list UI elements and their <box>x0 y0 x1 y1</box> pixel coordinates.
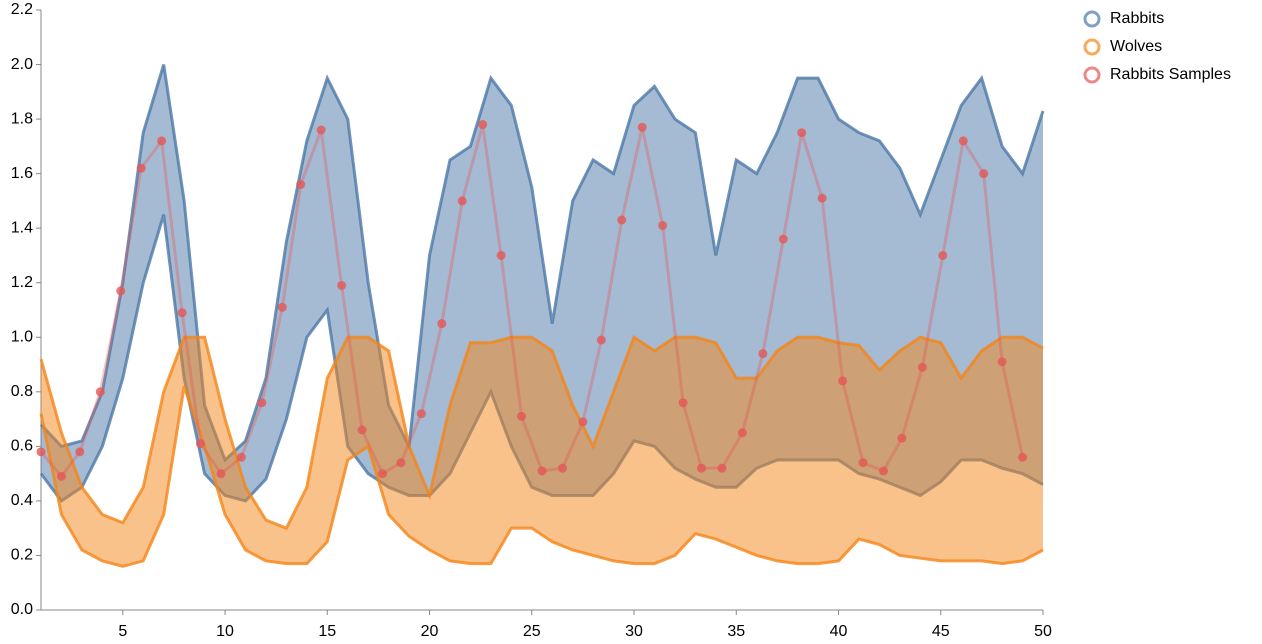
sample-point <box>56 471 66 481</box>
sample-point <box>697 463 707 473</box>
legend-label: Wolves <box>1110 38 1162 55</box>
sample-point <box>979 169 989 179</box>
y-tick-label: 0.4 <box>11 492 33 509</box>
sample-point <box>958 136 968 146</box>
y-tick-label: 0.2 <box>11 547 33 564</box>
x-tick-label: 20 <box>421 623 439 640</box>
y-tick-label: 0.6 <box>11 438 33 455</box>
sample-point <box>277 302 287 312</box>
sample-point <box>878 466 888 476</box>
legend-symbol <box>1083 38 1101 56</box>
sample-point <box>557 463 567 473</box>
band-edge <box>39 334 1044 531</box>
y-tick-label: 1.6 <box>11 165 33 182</box>
sample-point <box>357 425 367 435</box>
sample-point <box>216 469 226 479</box>
sample-point <box>817 193 827 203</box>
y-tick-label: 1.8 <box>11 110 33 127</box>
sample-point <box>596 335 606 345</box>
sample-point <box>496 250 506 260</box>
sample-point <box>938 250 948 260</box>
sample-point <box>457 196 467 206</box>
sample-point <box>196 439 206 449</box>
sample-point <box>116 286 126 296</box>
sample-point <box>75 447 85 457</box>
sample-point <box>416 409 426 419</box>
sample-point <box>478 120 488 130</box>
sample-point <box>296 180 306 190</box>
sample-point <box>437 319 447 329</box>
sample-point <box>157 136 167 146</box>
legend-symbol <box>1083 66 1101 84</box>
sample-point <box>797 128 807 138</box>
sample-point <box>396 458 406 468</box>
band-area <box>41 337 1043 567</box>
x-tick-label: 25 <box>523 623 541 640</box>
x-tick-label: 40 <box>830 623 848 640</box>
sample-point <box>1018 452 1028 462</box>
sample-point <box>617 215 627 225</box>
sample-point <box>337 280 347 290</box>
x-tick-label: 10 <box>216 623 234 640</box>
sample-point <box>858 458 868 468</box>
sample-point <box>778 234 788 244</box>
sample-point <box>838 376 848 386</box>
x-tick-label: 35 <box>727 623 745 640</box>
sample-point <box>236 452 246 462</box>
legend-label: Rabbits <box>1110 10 1164 27</box>
sample-point <box>36 447 46 457</box>
y-tick-label: 2.2 <box>11 1 33 18</box>
y-tick-label: 1.2 <box>11 274 33 291</box>
x-tick-label: 30 <box>625 623 643 640</box>
sample-point <box>658 220 668 230</box>
x-tick-label: 5 <box>118 623 127 640</box>
sample-point <box>578 417 588 427</box>
sample-point <box>95 387 105 397</box>
sample-line <box>39 124 1025 479</box>
x-tick-label: 50 <box>1034 623 1052 640</box>
sample-point <box>637 122 647 132</box>
y-tick-label: 1.0 <box>11 328 33 345</box>
sample-point <box>917 362 927 372</box>
sample-point <box>257 398 267 408</box>
sample-point <box>517 411 527 421</box>
band-edge <box>39 385 1044 568</box>
y-tick-label: 2.0 <box>11 56 33 73</box>
sample-point <box>316 125 326 135</box>
legend-label: Rabbits Samples <box>1110 66 1231 83</box>
x-tick-label: 45 <box>932 623 950 640</box>
sample-point <box>897 433 907 443</box>
y-tick-label: 1.4 <box>11 219 33 236</box>
sample-point <box>717 463 727 473</box>
x-tick-label: 15 <box>318 623 336 640</box>
legend-symbol <box>1083 10 1101 28</box>
sample-point <box>136 163 146 173</box>
sample-point <box>758 349 768 359</box>
y-tick-label: 0.0 <box>11 601 33 618</box>
sample-point <box>377 469 387 479</box>
sample-point <box>737 428 747 438</box>
sample-point <box>537 466 547 476</box>
y-tick-label: 0.8 <box>11 383 33 400</box>
sample-point <box>997 357 1007 367</box>
sample-point <box>678 398 688 408</box>
sample-point <box>177 308 187 318</box>
